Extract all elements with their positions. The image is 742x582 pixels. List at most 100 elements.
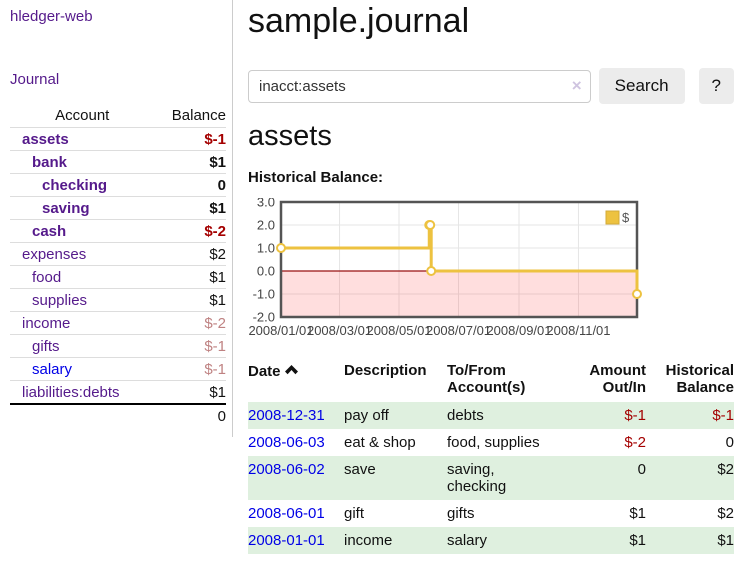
account-row: saving $1 [10,196,226,220]
account-link-bank[interactable]: bank [32,153,68,171]
transaction-description: gift [344,505,365,522]
transaction-balance: $2 [717,505,734,522]
transaction-row: 2008-12-31 pay off debts $-1 $-1 [248,402,734,429]
svg-text:-2.0: -2.0 [253,310,275,325]
account-link-assets[interactable]: assets [22,130,69,148]
account-balance: $1 [209,383,226,401]
transaction-date-link[interactable]: 2008-06-01 [248,505,325,522]
sidebar: hledger-web Journal Account Balance asse… [0,0,233,437]
register-tbody: 2008-12-31 pay off debts $-1 $-1 2008-06-03 ea… [248,402,734,554]
svg-text:1.0: 1.0 [257,241,275,256]
accounts-header-row: Account Balance [10,104,226,128]
legend-swatch [605,210,620,225]
transaction-row: 2008-06-03 eat & shop food, supplies $-2 0 [248,429,734,456]
svg-text:2008/01/01: 2008/01/01 [248,323,313,338]
account-row: income $-2 [10,311,226,335]
chart-label: Historical Balance: [248,169,384,186]
account-link-liabilities-debts[interactable]: liabilities:debts [22,383,120,401]
transaction-row: 2008-06-02 save saving, checking 0 $2 [248,456,734,500]
app-title-link[interactable]: hledger-web [10,8,93,25]
account-name-cell: saving [10,197,154,220]
register-header-date-label: Date [248,363,281,380]
transaction-row: 2008-06-01 gift gifts $1 $2 [248,500,734,527]
transaction-date-cell: 2008-12-31 [248,402,344,429]
transaction-amount: $1 [629,505,646,522]
account-link-salary[interactable]: salary [32,360,73,378]
chart-canvas: $3.0 2.0 1.0 0.0 -1.0 -2.02008/01/012008/03/0… [248,198,642,338]
search-button[interactable]: Search [598,68,685,104]
transaction-description: income [344,532,393,549]
transaction-date-link[interactable]: 2008-06-02 [248,461,325,478]
register-header-accounts: To/From Account(s) [447,362,526,396]
account-row: expenses $2 [10,242,226,266]
main-content: sample.journal × Search ? assets Histori… [233,0,742,568]
search-input[interactable] [248,69,591,103]
clear-search-icon[interactable]: × [571,75,582,95]
accounts-header-account: Account [55,107,110,124]
account-balance: 0 [217,176,226,194]
legend-label: $ [622,210,630,225]
transaction-accounts: saving, checking [447,461,507,495]
accounts-total-value: 0 [217,407,226,425]
register-header-description: Description [344,362,427,379]
account-link-checking[interactable]: checking [42,176,108,194]
account-row: salary $-1 [10,357,226,381]
accounts-table: Account Balance assets $-1 bank $1 checking 0… [10,104,226,427]
register-header-balance: Historical Balance [665,362,734,396]
transaction-date-cell: 2008-01-01 [248,527,344,554]
transaction-accounts: gifts [447,505,475,522]
page: hledger-web Journal Account Balance asse… [0,0,742,568]
account-link-expenses[interactable]: expenses [22,245,87,263]
account-name-cell: salary [10,358,154,381]
transaction-description: eat & shop [344,434,416,451]
register-header-row: Date Description To/From Account(s) Amou… [248,358,734,402]
account-link-income[interactable]: income [22,314,71,332]
account-name-cell: checking [10,174,154,197]
account-balance: $-2 [204,222,226,240]
account-row: gifts $-1 [10,334,226,358]
transaction-amount: 0 [637,461,646,478]
account-row: assets $-1 [10,128,226,151]
transaction-date-link[interactable]: 2008-01-01 [248,532,325,549]
register-header-date[interactable]: Date [248,358,344,402]
transaction-amount: $1 [629,532,646,549]
help-button[interactable]: ? [698,68,734,104]
svg-text:0.0: 0.0 [257,264,275,279]
account-heading: assets [248,120,332,152]
account-balance: $-1 [204,360,226,378]
transaction-balance: $-1 [712,407,734,424]
account-link-supplies[interactable]: supplies [32,291,88,309]
accounts-tbody: assets $-1 bank $1 checking 0 saving $1 cash $-2 e… [10,128,226,428]
account-name-cell: expenses [10,243,154,266]
transaction-date-link[interactable]: 2008-12-31 [248,407,325,424]
transaction-balance: $2 [717,461,734,478]
svg-text:2008/11/01: 2008/11/01 [546,323,610,338]
account-link-gifts[interactable]: gifts [32,337,60,355]
account-name-cell: bank [10,151,154,174]
transaction-accounts: food, supplies [447,434,540,451]
sidebar-item-journal[interactable]: Journal [10,71,60,88]
transaction-accounts: debts [447,407,484,424]
svg-text:2.0: 2.0 [257,218,275,233]
accounts-total-spacer [10,404,154,427]
account-link-saving[interactable]: saving [42,199,90,217]
account-row: bank $1 [10,150,226,174]
account-name-cell: gifts [10,335,154,358]
transaction-amount: $-1 [624,407,646,424]
svg-text:2008/05/01: 2008/05/01 [366,323,431,338]
svg-text:2008/03/01: 2008/03/01 [307,323,372,338]
transaction-date-link[interactable]: 2008-06-03 [248,434,325,451]
transaction-description: save [344,461,376,478]
account-link-food[interactable]: food [32,268,62,286]
register-header-amount: Amount Out/In [589,362,646,396]
account-balance: $-1 [204,337,226,355]
account-row: cash $-2 [10,219,226,243]
transaction-row: 2008-01-01 income salary $1 $1 [248,527,734,554]
transaction-date-cell: 2008-06-01 [248,500,344,527]
svg-text:3.0: 3.0 [257,198,275,210]
account-balance: $1 [209,268,226,286]
transaction-date-cell: 2008-06-02 [248,456,344,500]
account-balance: $-1 [204,130,226,148]
account-row: liabilities:debts $1 [10,380,226,405]
account-link-cash[interactable]: cash [32,222,67,240]
